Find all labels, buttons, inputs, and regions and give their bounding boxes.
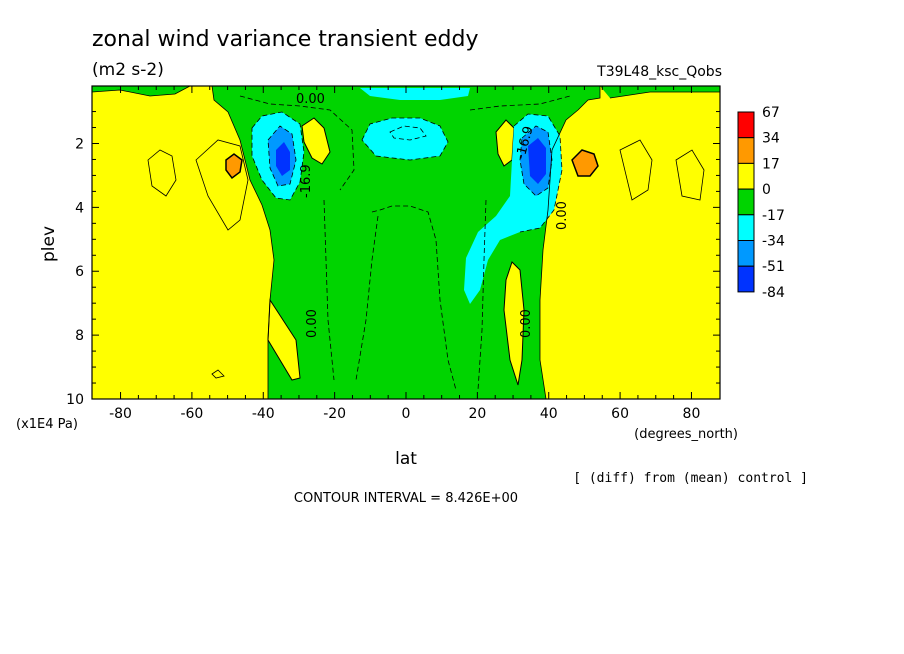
- region-negative-top-left: [92, 86, 190, 96]
- lobe-left: [301, 117, 331, 165]
- colorbar-swatch: [737, 214, 755, 242]
- colorbar-swatch: [737, 137, 755, 164]
- colorbar: 67 34 17 0 -17 -34 -51 -84: [737, 105, 785, 301]
- colorbar-swatch: [737, 188, 755, 216]
- plot-area: 0.00 0.00 0.00 0.00 -16.9 -16.9: [92, 86, 720, 399]
- x-tick-label: 60: [611, 406, 629, 422]
- x-tick-label: -60: [180, 406, 203, 422]
- colorbar-label: 17: [762, 156, 780, 172]
- y-tick-label: 6: [75, 264, 84, 280]
- chart-units: (m2 s-2): [92, 60, 164, 80]
- x-tick-label: 20: [468, 406, 486, 422]
- contour-label: 0.00: [305, 309, 320, 338]
- chart-title: zonal wind variance transient eddy: [92, 27, 479, 52]
- y-tick-label: 2: [75, 136, 84, 152]
- colorbar-label: -17: [762, 208, 785, 224]
- lobe-lower-right: [503, 261, 525, 386]
- region-cyan-upper-center: [362, 118, 448, 160]
- colorbar-label: -51: [762, 259, 785, 275]
- x-axis-units: (degrees_north): [634, 427, 738, 442]
- colorbar-label: 67: [762, 105, 780, 121]
- y-axis-label: plev: [39, 226, 59, 262]
- diff-note: [ (diff) from (mean) control ]: [573, 471, 808, 486]
- contour-lines: [92, 86, 720, 399]
- contour-label: -16.9: [299, 164, 314, 198]
- region-deepblue-left: [276, 142, 290, 176]
- contour-label: 0.00: [555, 201, 570, 230]
- x-tick-label: 0: [402, 406, 411, 422]
- colorbar-swatch: [737, 111, 755, 139]
- colorbar-swatch: [737, 265, 755, 293]
- x-tick-label: -80: [109, 406, 132, 422]
- colorbar-label: 0: [762, 182, 771, 198]
- x-tick-label: -20: [323, 406, 346, 422]
- run-label: T39L48_ksc_Qobs: [596, 64, 722, 80]
- region-deepblue-right: [528, 138, 546, 184]
- region-orange-sh: [225, 153, 243, 180]
- colorbar-label: -34: [762, 234, 785, 250]
- x-axis: -80 -60 -40 -20 0 20 40 60 80: [109, 86, 700, 422]
- region-orange-nh: [571, 149, 599, 177]
- x-tick-label: 80: [683, 406, 701, 422]
- colorbar-label: 34: [762, 131, 780, 147]
- colorbar-swatch: [737, 240, 755, 267]
- x-tick-label: 40: [540, 406, 558, 422]
- x-tick-label: -40: [252, 406, 275, 422]
- y-axis-units: (x1E4 Pa): [16, 417, 78, 432]
- y-tick-label: 8: [75, 328, 84, 344]
- y-axis: 2 4 6 8 10: [66, 111, 720, 408]
- contour-interval: CONTOUR INTERVAL = 8.426E+00: [294, 491, 518, 506]
- x-axis-label: lat: [395, 449, 417, 469]
- dashed-contours: [239, 95, 571, 391]
- colorbar-label: -84: [762, 285, 785, 301]
- contour-label: 0.00: [519, 309, 534, 338]
- y-tick-label: 4: [75, 200, 84, 216]
- y-tick-label: 10: [66, 392, 84, 408]
- colorbar-swatch: [737, 162, 755, 190]
- contour-label: 0.00: [296, 92, 325, 107]
- region-cyan-top: [360, 88, 470, 100]
